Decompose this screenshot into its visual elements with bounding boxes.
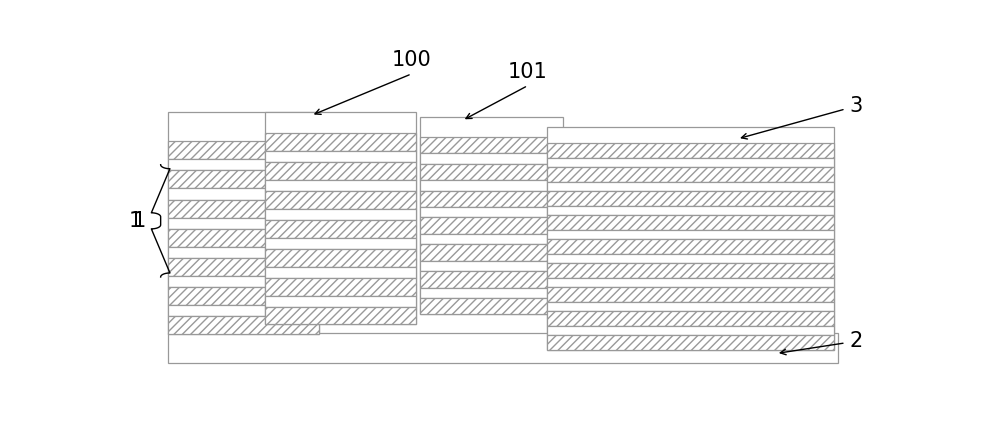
Bar: [547, 302, 834, 311]
Bar: [168, 171, 319, 188]
Bar: [547, 167, 834, 181]
Bar: [264, 307, 416, 325]
Bar: [420, 164, 563, 180]
Bar: [168, 247, 319, 258]
Bar: [547, 143, 834, 158]
Bar: [264, 162, 416, 180]
Text: 101: 101: [508, 62, 548, 82]
Bar: [264, 220, 416, 238]
Bar: [264, 209, 416, 220]
Bar: [420, 117, 563, 314]
Bar: [547, 191, 834, 206]
Bar: [420, 137, 563, 154]
Bar: [168, 276, 319, 287]
Bar: [264, 278, 416, 296]
Bar: [168, 229, 319, 247]
Bar: [264, 133, 416, 151]
Bar: [264, 191, 416, 209]
Bar: [168, 287, 319, 305]
Bar: [420, 234, 563, 244]
Bar: [420, 271, 563, 288]
Bar: [547, 277, 834, 287]
Bar: [420, 217, 563, 234]
Bar: [547, 253, 834, 263]
Bar: [264, 112, 416, 325]
Bar: [547, 230, 834, 239]
Bar: [420, 244, 563, 261]
Bar: [420, 207, 563, 217]
Bar: [420, 288, 563, 298]
Bar: [547, 181, 834, 191]
Text: 1: 1: [133, 211, 146, 231]
Bar: [547, 158, 834, 167]
Bar: [547, 263, 834, 277]
Bar: [264, 296, 416, 307]
Bar: [264, 249, 416, 267]
Text: 1: 1: [129, 211, 142, 231]
Bar: [168, 141, 319, 159]
Bar: [547, 287, 834, 302]
Bar: [168, 333, 838, 363]
Bar: [547, 127, 834, 349]
Bar: [547, 335, 834, 349]
Bar: [168, 258, 319, 276]
Bar: [168, 217, 319, 229]
Bar: [420, 154, 563, 164]
Bar: [264, 267, 416, 278]
Bar: [420, 298, 563, 314]
Bar: [168, 159, 319, 171]
Bar: [420, 180, 563, 191]
Bar: [264, 180, 416, 191]
Bar: [264, 238, 416, 249]
Bar: [547, 311, 834, 326]
Text: 3: 3: [850, 95, 863, 115]
Bar: [168, 112, 319, 335]
Bar: [547, 239, 834, 253]
Bar: [168, 305, 319, 316]
Bar: [168, 200, 319, 217]
Text: 100: 100: [392, 50, 432, 70]
Bar: [547, 326, 834, 335]
Text: 2: 2: [850, 331, 863, 351]
Bar: [264, 151, 416, 162]
Bar: [168, 316, 319, 335]
Bar: [547, 206, 834, 215]
Bar: [420, 191, 563, 207]
Bar: [547, 215, 834, 230]
Bar: [168, 188, 319, 200]
Bar: [420, 261, 563, 271]
